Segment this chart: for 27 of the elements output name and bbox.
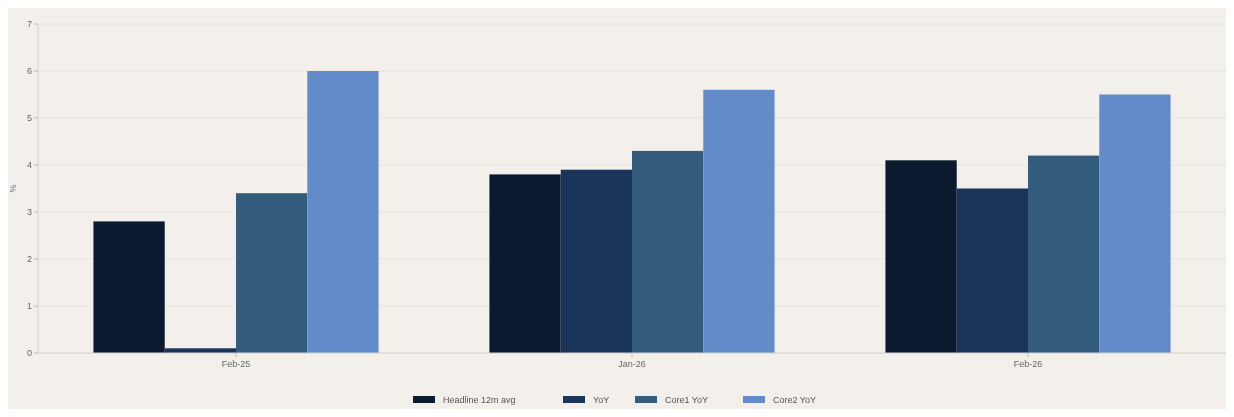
legend-label: Headline 12m avg bbox=[443, 395, 516, 405]
y-tick-label: 2 bbox=[26, 254, 32, 265]
x-tick-label: Feb-25 bbox=[221, 359, 251, 369]
legend-label: Core2 YoY bbox=[773, 395, 817, 405]
legend-label: YoY bbox=[593, 395, 610, 405]
y-tick-label: 6 bbox=[26, 66, 32, 77]
y-tick-label: 4 bbox=[26, 160, 32, 171]
bar bbox=[632, 150, 704, 353]
bar bbox=[956, 188, 1028, 353]
bar bbox=[703, 89, 775, 353]
bar bbox=[236, 193, 308, 353]
bar bbox=[93, 221, 165, 353]
y-tick-label: 7 bbox=[26, 19, 32, 30]
bar bbox=[560, 169, 632, 353]
y-tick-label: 0 bbox=[26, 348, 32, 359]
bar bbox=[307, 71, 379, 353]
y-tick-label: 1 bbox=[26, 301, 32, 312]
y-axis-title: % bbox=[8, 184, 18, 193]
bar bbox=[1028, 155, 1100, 353]
legend-label: Core1 YoY bbox=[665, 395, 709, 405]
bar bbox=[885, 160, 957, 353]
x-tick-label: Jan-26 bbox=[618, 359, 646, 369]
y-tick-label: 5 bbox=[26, 113, 32, 124]
x-tick-label: Feb-26 bbox=[1013, 359, 1043, 369]
y-tick-label: 3 bbox=[26, 207, 32, 218]
bar bbox=[1099, 94, 1171, 353]
bar bbox=[489, 174, 561, 353]
